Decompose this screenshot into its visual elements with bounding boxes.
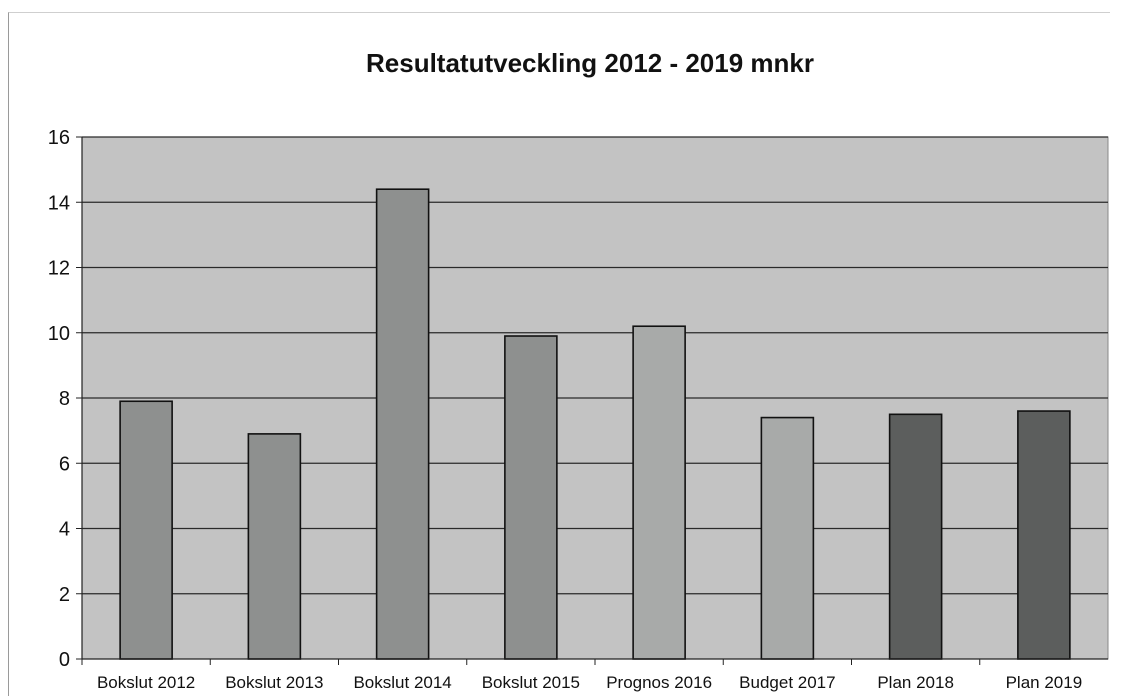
y-tick-label: 8 bbox=[59, 388, 70, 410]
bar bbox=[1017, 410, 1071, 660]
bar bbox=[375, 188, 430, 660]
y-tick-label: 16 bbox=[48, 127, 70, 149]
x-category-label: Bokslut 2015 bbox=[482, 673, 580, 692]
bar bbox=[760, 416, 815, 660]
x-category-label: Plan 2019 bbox=[1006, 673, 1083, 692]
x-axis-categories: Bokslut 2012 Bokslut 2013 Bokslut 2014 Boks… bbox=[81, 659, 1083, 692]
x-category-label: Prognos 2016 bbox=[606, 673, 712, 692]
y-tick-label: 6 bbox=[59, 453, 70, 475]
y-tick-label: 2 bbox=[59, 584, 70, 606]
y-axis-ticks: 0 2 4 6 8 10 12 14 16 bbox=[48, 127, 82, 671]
bar bbox=[119, 400, 173, 660]
x-category-label: Bokslut 2013 bbox=[225, 673, 323, 692]
bar bbox=[888, 413, 943, 660]
x-category-label: Bokslut 2014 bbox=[353, 673, 451, 692]
y-tick-label: 12 bbox=[48, 258, 70, 280]
chart-title: Resultatutveckling 2012 - 2019 mnkr bbox=[366, 48, 814, 78]
bar bbox=[247, 433, 302, 660]
x-category-label: Budget 2017 bbox=[739, 673, 835, 692]
bars bbox=[119, 188, 1071, 660]
y-tick-label: 14 bbox=[48, 192, 70, 214]
x-category-label: Bokslut 2012 bbox=[97, 673, 195, 692]
y-tick-label: 0 bbox=[59, 649, 70, 671]
bar bbox=[632, 325, 686, 660]
bar bbox=[504, 335, 558, 660]
y-tick-label: 4 bbox=[59, 519, 70, 541]
y-tick-label: 10 bbox=[48, 323, 70, 345]
x-category-label: Plan 2018 bbox=[877, 673, 954, 692]
